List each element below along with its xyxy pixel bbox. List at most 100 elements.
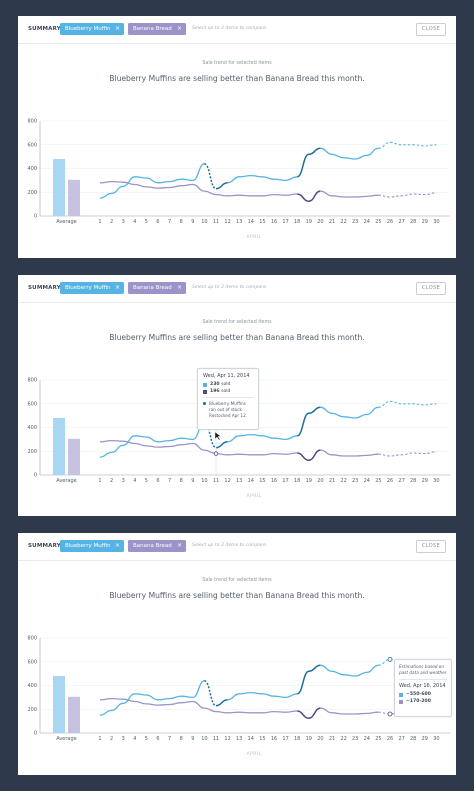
chart-subtitle: Sale trend for selected items bbox=[202, 320, 272, 325]
x-tick-label: 10 bbox=[201, 219, 207, 225]
chart-headline: Blueberry Muffins are selling better tha… bbox=[109, 333, 365, 342]
x-tick-label: 7 bbox=[168, 736, 171, 742]
estimate-point-blue bbox=[387, 656, 393, 662]
average-label: Average bbox=[56, 219, 77, 225]
x-axis-title: APRIL bbox=[246, 234, 261, 240]
x-tick-label: 22 bbox=[340, 478, 346, 484]
blue-swatch bbox=[203, 382, 207, 387]
close-button[interactable]: CLOSE bbox=[416, 23, 446, 36]
y-tick-label: 0 bbox=[34, 214, 37, 220]
x-tick-label: 26 bbox=[387, 478, 393, 484]
y-tick-label: 400 bbox=[27, 683, 37, 689]
chip-blueberry-muffin[interactable]: Blueberry Muffin × bbox=[60, 282, 124, 294]
x-tick-label: 9 bbox=[191, 219, 194, 225]
summary-bar: SUMMARY: Blueberry Muffin × Banana Bread… bbox=[18, 16, 456, 44]
tooltip-blue-range: ~550-600 bbox=[406, 692, 431, 697]
x-tick-label: 17 bbox=[282, 736, 288, 742]
x-tick-label: 25 bbox=[375, 736, 381, 742]
tooltip-date: Wed, Apr 11, 2014 bbox=[203, 373, 250, 379]
tooltip-blue-value: 230 bbox=[210, 382, 220, 387]
average-bar-blue bbox=[53, 418, 65, 475]
stock-note-line: ran out of stock. bbox=[209, 407, 244, 412]
x-tick-label: 2 bbox=[110, 736, 113, 742]
blueberry-muffin-estimate bbox=[378, 141, 437, 149]
x-tick-label: 19 bbox=[306, 219, 312, 225]
y-tick-label: 800 bbox=[27, 636, 37, 642]
remove-icon[interactable]: × bbox=[176, 284, 182, 291]
blueberry-muffin-stockout bbox=[204, 680, 217, 707]
x-tick-label: 18 bbox=[294, 219, 300, 225]
x-tick-label: 17 bbox=[282, 478, 288, 484]
estimate-tooltip: Estimations based on past data and weath… bbox=[394, 659, 452, 717]
x-tick-label: 6 bbox=[156, 478, 159, 484]
x-tick-label: 26 bbox=[387, 219, 393, 225]
x-tick-label: 18 bbox=[294, 736, 300, 742]
x-tick-label: 23 bbox=[352, 219, 358, 225]
average-bar-purple bbox=[68, 438, 80, 475]
banana-bread-highlight bbox=[297, 707, 321, 719]
blueberry-muffin-line bbox=[99, 422, 205, 458]
blueberry-muffin-highlight bbox=[296, 147, 321, 178]
blueberry-muffin-highlight bbox=[215, 699, 228, 707]
x-tick-label: 23 bbox=[352, 478, 358, 484]
remove-icon[interactable]: × bbox=[176, 25, 182, 32]
x-tick-label: 21 bbox=[329, 219, 335, 225]
sold-label: sold bbox=[221, 389, 231, 394]
x-tick-label: 21 bbox=[329, 478, 335, 484]
blueberry-muffin-line bbox=[99, 680, 205, 716]
chart-headline: Blueberry Muffins are selling better tha… bbox=[109, 74, 365, 83]
purple-swatch bbox=[203, 389, 207, 394]
blueberry-muffin-line bbox=[227, 174, 298, 184]
x-tick-label: 24 bbox=[364, 736, 370, 742]
x-tick-label: 24 bbox=[364, 478, 370, 484]
tooltip-purple-range: ~170-200 bbox=[406, 699, 431, 704]
x-tick-label: 11 bbox=[213, 478, 219, 484]
summary-bar: SUMMARY: Blueberry Muffin × Banana Bread… bbox=[18, 275, 456, 303]
stock-note-line: Blueberry Muffins bbox=[209, 401, 246, 406]
y-tick-label: 800 bbox=[27, 119, 37, 125]
remove-icon[interactable]: × bbox=[176, 542, 182, 549]
banana-bread-highlight bbox=[297, 449, 321, 461]
cursor-icon bbox=[214, 431, 222, 441]
x-tick-label: 8 bbox=[180, 736, 183, 742]
x-tick-label: 20 bbox=[317, 736, 323, 742]
average-bar-blue bbox=[53, 676, 65, 733]
blueberry-muffin-line bbox=[227, 691, 298, 701]
close-button[interactable]: CLOSE bbox=[416, 540, 446, 553]
chip-banana-bread[interactable]: Banana Bread × bbox=[128, 540, 186, 552]
x-tick-label: 5 bbox=[145, 219, 148, 225]
chip-blueberry-muffin[interactable]: Blueberry Muffin × bbox=[60, 540, 124, 552]
x-tick-label: 3 bbox=[122, 219, 125, 225]
remove-icon[interactable]: × bbox=[114, 542, 120, 549]
x-axis-title: APRIL bbox=[246, 493, 261, 499]
compare-hint: Select up to 3 items to compare. bbox=[192, 285, 268, 290]
banana-bread-estimate bbox=[378, 192, 437, 198]
chip-banana-bread[interactable]: Banana Bread × bbox=[128, 282, 186, 294]
remove-icon[interactable]: × bbox=[114, 25, 120, 32]
x-tick-label: 19 bbox=[306, 736, 312, 742]
x-tick-label: 24 bbox=[364, 219, 370, 225]
x-tick-label: 5 bbox=[145, 736, 148, 742]
x-tick-label: 27 bbox=[398, 478, 404, 484]
remove-icon[interactable]: × bbox=[114, 284, 120, 291]
hover-tooltip: Wed, Apr 11, 2014 230 sold 196 sold Blue… bbox=[197, 368, 259, 430]
blueberry-muffin-highlight bbox=[215, 441, 228, 449]
y-tick-label: 600 bbox=[27, 659, 37, 665]
y-tick-label: 200 bbox=[27, 190, 37, 196]
chip-label: Blueberry Muffin bbox=[65, 285, 111, 291]
close-button[interactable]: CLOSE bbox=[416, 282, 446, 295]
y-tick-label: 400 bbox=[27, 166, 37, 172]
x-tick-label: 3 bbox=[122, 736, 125, 742]
compare-hint: Select up to 3 items to compare. bbox=[192, 543, 268, 548]
x-tick-label: 23 bbox=[352, 736, 358, 742]
chip-banana-bread[interactable]: Banana Bread × bbox=[128, 23, 186, 35]
summary-label: SUMMARY: bbox=[28, 543, 63, 549]
chip-blueberry-muffin[interactable]: Blueberry Muffin × bbox=[60, 23, 124, 35]
x-tick-label: 26 bbox=[387, 736, 393, 742]
y-tick-label: 0 bbox=[34, 731, 37, 737]
x-tick-label: 21 bbox=[329, 736, 335, 742]
x-tick-label: 17 bbox=[282, 219, 288, 225]
